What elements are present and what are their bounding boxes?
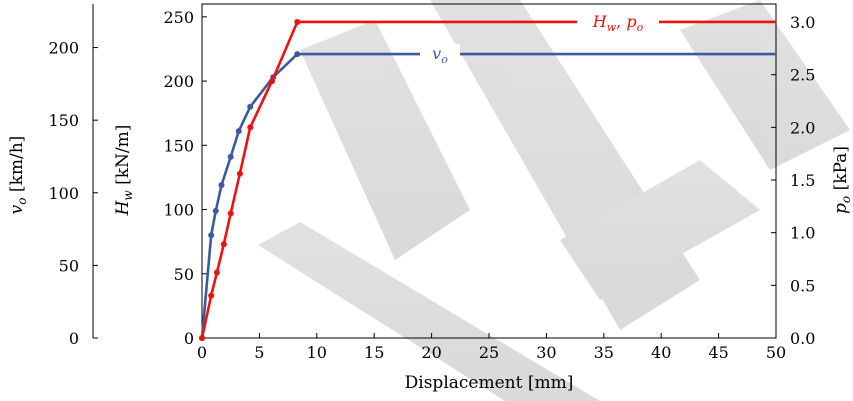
po-tick-label: 2.0 bbox=[790, 118, 815, 137]
series-0-point bbox=[247, 103, 254, 110]
series-line-0 bbox=[200, 52, 776, 339]
svg-text:po [kPa]: po [kPa] bbox=[831, 146, 853, 214]
series-layer bbox=[199, 18, 776, 341]
series-1-point bbox=[269, 78, 276, 85]
series-0-point bbox=[208, 232, 215, 239]
po-tick-label: 3.0 bbox=[790, 13, 815, 32]
series-label-0: vo bbox=[432, 44, 448, 66]
vo-axis-title: vo [km/h] bbox=[7, 136, 29, 215]
hw-tick-label: 250 bbox=[163, 8, 194, 27]
series-0-point bbox=[218, 182, 225, 189]
x-tick-label: 20 bbox=[421, 343, 441, 362]
hw-tick-label: 0 bbox=[184, 329, 194, 348]
hw-tick-label: 50 bbox=[174, 265, 194, 284]
po-tick-label: 1.5 bbox=[790, 171, 815, 190]
labels-layer: vo Hw, po bbox=[420, 11, 659, 66]
x-axis-title: Displacement [mm] bbox=[405, 373, 574, 393]
svg-text:Hw [kN/m]: Hw [kN/m] bbox=[113, 125, 135, 217]
x-tick-label: 45 bbox=[708, 343, 728, 362]
series-1-point bbox=[213, 269, 220, 276]
x-tick-label: 25 bbox=[479, 343, 499, 362]
series-0-point bbox=[294, 51, 301, 58]
vo-tick-label: 150 bbox=[48, 111, 79, 130]
po-tick-label: 2.5 bbox=[790, 66, 815, 85]
hw-tick-label: 100 bbox=[163, 201, 194, 220]
series-0-point bbox=[227, 153, 234, 160]
x-tick-label: 40 bbox=[651, 343, 671, 362]
series-label-1: Hw, po bbox=[592, 12, 644, 34]
series-label-bg bbox=[420, 44, 460, 65]
po-tick-label: 1.0 bbox=[790, 224, 815, 243]
axes: 0 5 10 15 20 25 30 35 40 45 50 Displacement [mm] 0 50… bbox=[7, 4, 853, 393]
series-1-point bbox=[199, 335, 205, 341]
series-1-point bbox=[227, 210, 234, 217]
x-tick-label: 15 bbox=[364, 343, 384, 362]
hw-tick-label: 150 bbox=[163, 136, 194, 155]
x-tick-label: 30 bbox=[536, 343, 556, 362]
series-label-bg bbox=[577, 11, 659, 32]
x-tick-label: 10 bbox=[307, 343, 327, 362]
series-0-point bbox=[235, 128, 242, 135]
series-1-point bbox=[220, 241, 227, 248]
watermark-graphic bbox=[258, 0, 850, 401]
series-1-point bbox=[236, 170, 243, 177]
x-tick-label: 50 bbox=[766, 343, 786, 362]
x-tick-label: 35 bbox=[594, 343, 614, 362]
x-tick-label: 5 bbox=[254, 343, 264, 362]
po-axis-title: po [kPa] bbox=[831, 146, 853, 214]
po-tick-label: 0.5 bbox=[790, 276, 815, 295]
series-line-1 bbox=[200, 20, 776, 339]
x-tick-label: 0 bbox=[197, 343, 207, 362]
vo-tick-label: 100 bbox=[48, 184, 79, 203]
vo-tick-label: 0 bbox=[69, 329, 79, 348]
series-1-point bbox=[208, 292, 215, 299]
vo-tick-label: 200 bbox=[48, 39, 79, 58]
hw-axis-title: Hw [kN/m] bbox=[113, 125, 135, 217]
po-tick-label: 0.0 bbox=[790, 329, 815, 348]
svg-text:vo [km/h]: vo [km/h] bbox=[7, 136, 29, 215]
series-0-point bbox=[212, 207, 219, 214]
series-1-point bbox=[247, 124, 254, 131]
series-1-point bbox=[294, 18, 301, 25]
hw-tick-label: 200 bbox=[163, 72, 194, 91]
vo-tick-label: 50 bbox=[59, 256, 79, 275]
